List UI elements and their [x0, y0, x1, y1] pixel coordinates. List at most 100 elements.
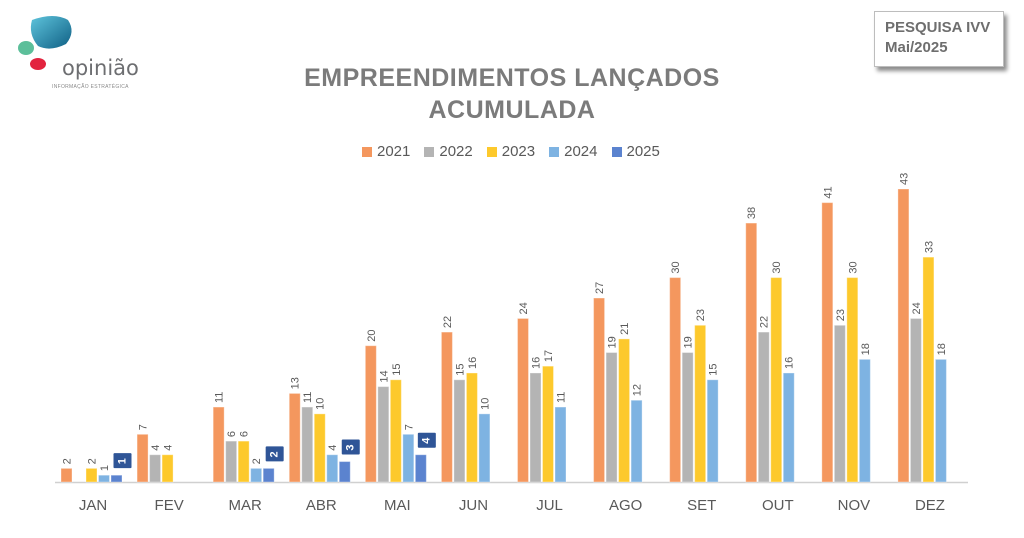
bar-2023-ABR: [313, 413, 326, 483]
bar-2023-OUT: [770, 277, 783, 483]
data-label: 2: [87, 458, 99, 464]
bar-2021-MAR: [212, 406, 225, 483]
data-label: 1: [99, 465, 111, 471]
data-label: 15: [708, 364, 720, 376]
callout-box: [417, 432, 436, 448]
data-label: 4: [421, 437, 433, 444]
x-tick-label: JUL: [536, 497, 563, 514]
data-label: 19: [683, 336, 695, 348]
logo-mark-icon: [18, 16, 72, 70]
data-label: 7: [403, 424, 415, 430]
data-label: 30: [847, 261, 859, 273]
data-label: 2: [251, 458, 263, 464]
bar-2025-MAR: [262, 467, 275, 483]
bar-2023-SET: [694, 324, 707, 483]
bar-2021-ABR: [288, 392, 301, 483]
logo-tagline: INFORMAÇÃO ESTRATÉGICA: [52, 84, 129, 90]
x-tick-label: JUN: [459, 497, 488, 514]
data-label: 15: [454, 364, 466, 376]
callout-box: [113, 453, 132, 469]
data-label: 18: [936, 343, 948, 355]
data-label: 4: [327, 445, 339, 451]
bar-2023-MAR: [237, 440, 250, 483]
data-label: 21: [619, 323, 631, 335]
legend-item-2021: 2021: [362, 143, 410, 160]
data-label: 16: [467, 357, 479, 369]
bar-2024-MAR: [250, 467, 263, 483]
bar-2025-MAI: [414, 454, 427, 483]
bar-2021-NOV: [821, 202, 834, 483]
legend-item-2025: 2025: [611, 143, 660, 160]
bar-2023-JUN: [465, 372, 478, 483]
data-label: 2: [62, 458, 74, 464]
data-label: 22: [442, 316, 454, 328]
opiniao-logo: opinião INFORMAÇÃO ESTRATÉGICA: [14, 12, 139, 90]
legend-swatch: [611, 146, 622, 157]
bar-2021-OUT: [745, 222, 758, 483]
bar-2024-DEZ: [934, 358, 947, 483]
bar-2022-DEZ: [909, 317, 922, 483]
bar-2021-FEV: [136, 433, 149, 483]
data-label: 4: [150, 445, 162, 451]
bar-2021-JAN: [60, 467, 73, 483]
legend-label: 2024: [564, 143, 598, 160]
x-tick-label: NOV: [838, 497, 871, 514]
legend-label: 2023: [501, 143, 536, 160]
bar-2022-AGO: [605, 352, 618, 483]
bar-2021-AGO: [593, 297, 606, 483]
data-label: 15: [391, 364, 403, 376]
legend-swatch: [424, 146, 435, 157]
x-tick-label: AGO: [609, 497, 642, 514]
data-label: 10: [479, 398, 491, 410]
data-label: 10: [315, 398, 327, 410]
bar-2023-JAN: [85, 467, 98, 483]
data-label: 20: [366, 329, 378, 341]
bar-2022-MAR: [225, 440, 238, 483]
bar-2021-JUN: [440, 331, 453, 483]
bar-2022-JUL: [529, 372, 542, 483]
bar-2023-JUL: [542, 365, 554, 483]
x-tick-label: SET: [687, 497, 716, 514]
bar-2024-MAI: [402, 433, 415, 483]
chart-title: EMPREENDIMENTOS LANÇADOS: [304, 64, 720, 92]
data-label: 7: [138, 424, 150, 430]
legend-label: 2025: [626, 143, 660, 160]
data-label: 3: [345, 444, 357, 450]
x-tick-label: ABR: [306, 497, 337, 514]
badge-line1: PESQUISA IVV: [885, 19, 991, 36]
logo-text: opinião: [62, 56, 139, 80]
data-label: 38: [746, 207, 758, 219]
bar-2023-DEZ: [922, 256, 935, 483]
bar-2024-JAN: [98, 474, 110, 483]
bar-2022-OUT: [757, 331, 770, 483]
data-label: 14: [378, 370, 390, 382]
bar-2023-MAI: [389, 379, 402, 483]
data-label: 43: [898, 173, 910, 185]
bar-2024-SET: [706, 379, 719, 483]
legend-swatch: [549, 146, 560, 157]
callout-box: [265, 446, 284, 462]
data-label: 23: [835, 309, 847, 321]
bar-2021-DEZ: [897, 188, 910, 483]
bar-2022-NOV: [833, 324, 846, 483]
bar-2024-AGO: [630, 399, 643, 483]
legend: 2021 2022 2023 2024 2025: [362, 143, 660, 160]
data-label: 30: [771, 261, 783, 273]
bar-2022-SET: [681, 352, 694, 483]
data-label: 11: [302, 392, 314, 403]
data-label: 16: [531, 357, 543, 369]
bar-2022-MAI: [377, 386, 390, 483]
x-tick-label: DEZ: [915, 497, 945, 514]
data-label: 16: [784, 357, 796, 369]
bar-2023-FEV: [161, 454, 174, 483]
bar-2024-JUL: [554, 406, 567, 483]
bar-2024-NOV: [858, 358, 871, 483]
x-tick-label: MAI: [384, 497, 411, 514]
bar-2024-ABR: [326, 454, 339, 483]
data-label: 17: [543, 350, 555, 362]
data-label: 1: [116, 458, 128, 464]
bar-2025-ABR: [338, 461, 351, 483]
survey-badge: PESQUISA IVV Mai/2025: [874, 11, 1004, 67]
callout-box: [341, 439, 360, 455]
